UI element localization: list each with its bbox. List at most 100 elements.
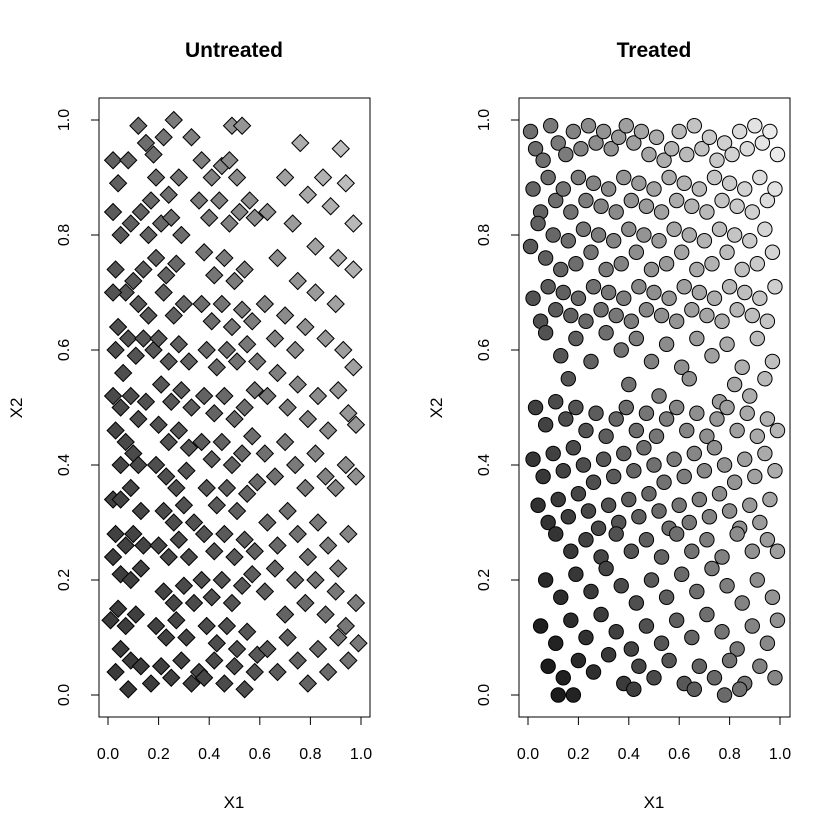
data-point-diamond: [278, 501, 297, 521]
panel-title: Untreated: [185, 39, 283, 62]
data-point-circle: [737, 284, 753, 301]
data-point-circle: [764, 353, 781, 370]
data-point-circle: [623, 313, 640, 329]
data-point-diamond: [103, 547, 123, 567]
data-point-circle: [729, 302, 745, 318]
data-point-circle: [699, 532, 715, 548]
data-point-diamond: [217, 340, 237, 360]
data-point-diamond: [346, 415, 366, 434]
y-tick-label: 0.8: [56, 224, 73, 246]
data-point-diamond: [298, 547, 318, 567]
data-point-circle: [628, 595, 645, 611]
data-point-circle: [605, 233, 622, 249]
data-point-diamond: [217, 478, 237, 498]
data-point-diamond: [306, 444, 325, 463]
panel-treated: Treated X1 X2 0.0 0.2 0.4 0.6 0.8 1.0 0.00.20…: [427, 39, 791, 812]
data-point-diamond: [202, 588, 221, 607]
data-point-circle: [716, 457, 733, 473]
data-point-diamond: [232, 300, 252, 319]
x-tick-label: 0.0: [517, 746, 539, 763]
data-point-diamond: [283, 214, 302, 233]
data-point-diamond: [194, 243, 214, 262]
data-point-diamond: [119, 151, 138, 170]
data-point-circle: [590, 227, 607, 243]
data-point-circle: [734, 595, 750, 611]
data-point-circle: [636, 440, 652, 456]
data-point-circle: [739, 405, 755, 421]
data-point-circle: [638, 532, 655, 548]
data-point-circle: [628, 244, 645, 260]
data-point-circle: [686, 681, 703, 697]
data-point-circle: [603, 141, 619, 157]
data-point-circle: [681, 227, 697, 243]
data-point-diamond: [169, 168, 189, 187]
data-point-diamond: [111, 455, 130, 475]
data-point-diamond: [217, 616, 237, 636]
data-point-diamond: [116, 536, 135, 555]
data-point-diamond: [288, 375, 307, 394]
data-point-circle: [731, 681, 748, 697]
data-point-circle: [721, 652, 738, 669]
data-point-diamond: [134, 329, 153, 348]
data-point-circle: [585, 279, 602, 295]
data-point-circle: [553, 348, 569, 364]
data-point-circle: [767, 463, 783, 479]
data-point-circle: [759, 192, 776, 209]
data-point-circle: [568, 256, 584, 272]
data-point-diamond: [139, 225, 158, 245]
data-point-diamond: [146, 455, 166, 475]
x-axis-label: X1: [224, 793, 245, 812]
data-point-circle: [638, 405, 655, 421]
data-point-circle: [623, 641, 640, 657]
data-point-circle: [618, 118, 634, 134]
data-point-circle: [759, 313, 776, 329]
data-point-circle: [585, 175, 602, 191]
data-point-circle: [714, 549, 730, 565]
data-point-circle: [555, 181, 571, 197]
data-point-circle: [757, 371, 773, 387]
data-point-circle: [714, 313, 730, 329]
data-point-circle: [588, 135, 604, 151]
data-point-circle: [653, 549, 670, 565]
data-point-diamond: [182, 674, 201, 693]
data-point-circle: [726, 474, 743, 490]
data-point-diamond: [212, 570, 232, 590]
data-point-circle: [573, 141, 589, 157]
data-point-diamond: [275, 306, 295, 325]
x-tick-label: 0.2: [147, 746, 169, 763]
data-point-diamond: [116, 283, 135, 302]
x-tick-label: 0.4: [618, 746, 640, 763]
data-point-diamond: [194, 524, 214, 544]
data-point-circle: [600, 647, 617, 663]
data-point-diamond: [308, 386, 328, 406]
y-axis-label: X2: [7, 398, 26, 419]
data-point-circle: [525, 290, 541, 306]
data-point-circle: [661, 169, 677, 186]
data-point-diamond: [136, 392, 156, 411]
data-point-diamond: [258, 386, 277, 406]
data-point-circle: [742, 497, 758, 513]
data-point-diamond: [197, 478, 216, 498]
data-point-diamond: [318, 421, 338, 440]
data-point-diamond: [131, 559, 151, 578]
x-tick-label: 0.6: [249, 746, 271, 763]
data-point-circle: [744, 204, 760, 220]
data-point-circle: [578, 313, 594, 329]
data-point-circle: [578, 192, 594, 209]
data-point-diamond: [108, 174, 128, 193]
data-point-diamond: [268, 536, 287, 555]
data-point-circle: [731, 123, 748, 140]
data-point-diamond: [215, 386, 234, 406]
data-point-circle: [742, 233, 758, 249]
data-point-diamond: [159, 352, 178, 371]
data-point-diamond: [286, 340, 305, 360]
data-point-circle: [641, 486, 657, 502]
data-point-circle: [704, 256, 720, 272]
data-point-circle: [613, 578, 629, 594]
data-point-diamond: [111, 225, 130, 245]
data-point-diamond: [329, 381, 348, 400]
data-point-diamond: [248, 473, 267, 492]
data-point-diamond: [119, 680, 138, 699]
data-point-diamond: [298, 674, 318, 693]
